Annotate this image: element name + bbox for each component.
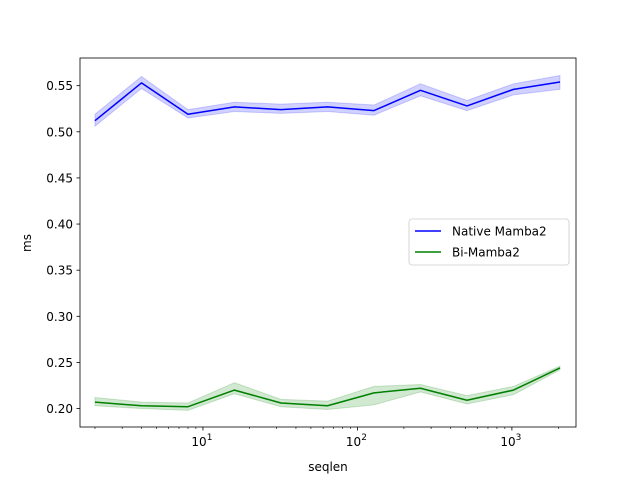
y-tick-label: 0.55 bbox=[46, 79, 73, 93]
y-tick-label: 0.30 bbox=[46, 310, 73, 324]
legend-entry-0: Native Mamba2 bbox=[452, 225, 547, 239]
y-tick-label: 0.20 bbox=[46, 402, 73, 416]
x-axis-ticks: 101 102 103 bbox=[94, 427, 559, 449]
x-tick-label: 101 bbox=[191, 433, 212, 449]
y-tick-label: 0.35 bbox=[46, 264, 73, 278]
series-line-1 bbox=[94, 367, 561, 408]
y-tick-label: 0.45 bbox=[46, 171, 73, 185]
confidence-bands bbox=[94, 74, 561, 411]
x-axis-label: seqlen bbox=[308, 460, 348, 474]
series-lines bbox=[94, 81, 561, 408]
y-tick-label: 0.40 bbox=[46, 218, 73, 232]
axes-frame bbox=[79, 57, 577, 428]
legend-entry-1: Bi-Mamba2 bbox=[452, 246, 520, 260]
legend: Native Mamba2 Bi-Mamba2 bbox=[408, 218, 570, 266]
y-tick-label: 0.25 bbox=[46, 356, 73, 370]
series-band-0 bbox=[94, 74, 561, 128]
series-band-1 bbox=[94, 365, 561, 411]
y-tick-label: 0.50 bbox=[46, 125, 73, 139]
y-axis-label: ms bbox=[20, 234, 34, 252]
series-line-0 bbox=[94, 81, 561, 122]
y-axis-ticks: 0.20 0.25 0.30 0.35 0.40 0.45 0.50 0.55 bbox=[46, 79, 80, 416]
x-tick-label: 103 bbox=[500, 433, 521, 449]
legend-box bbox=[408, 218, 570, 266]
x-tick-label: 102 bbox=[346, 433, 367, 449]
